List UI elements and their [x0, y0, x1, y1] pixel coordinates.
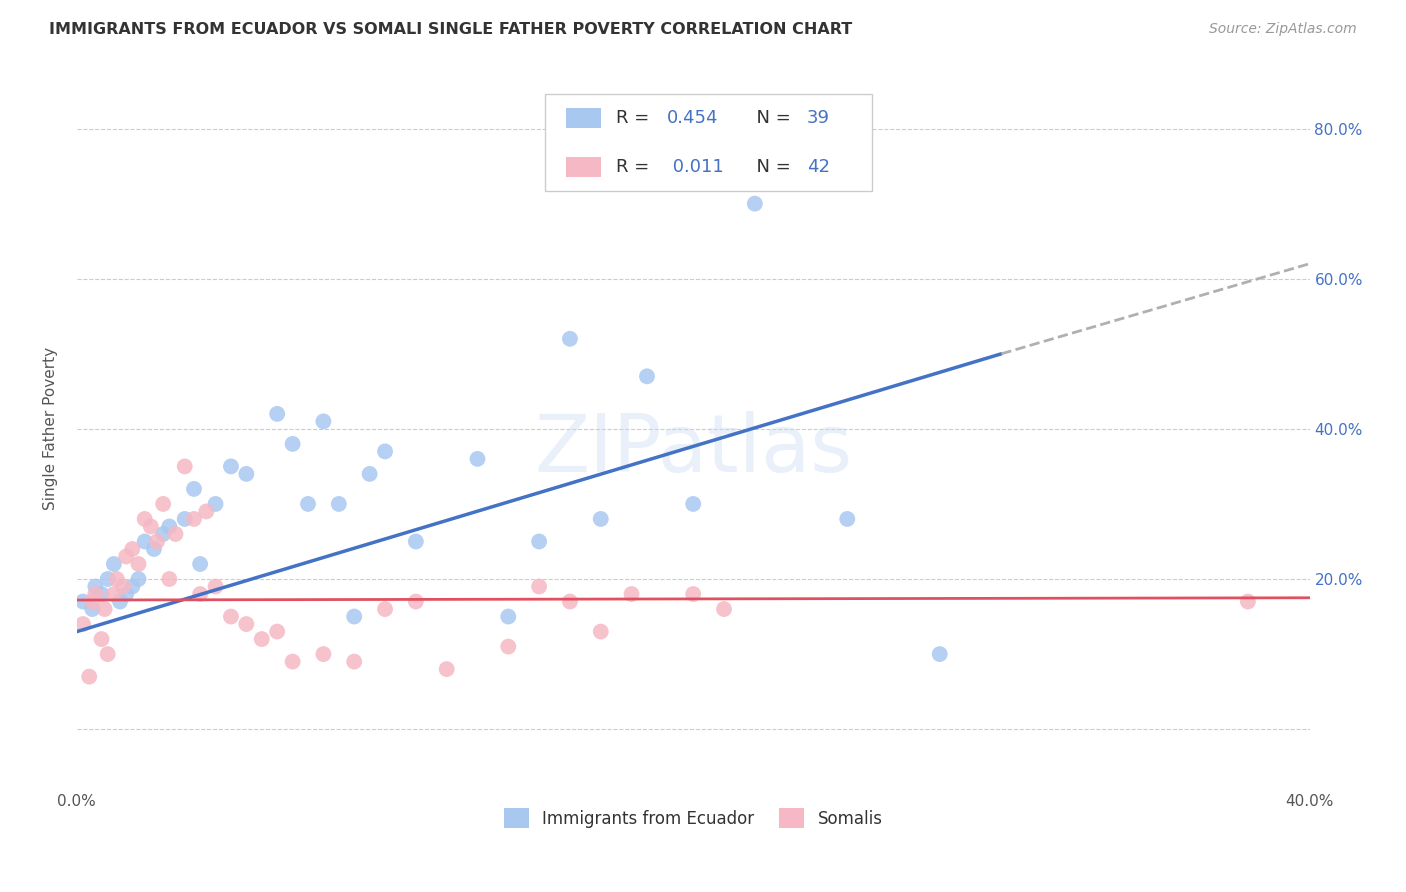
Point	[84, 580, 107, 594]
Point	[266, 624, 288, 639]
Point	[103, 587, 125, 601]
Point	[713, 602, 735, 616]
Point	[152, 497, 174, 511]
Point	[103, 557, 125, 571]
Point	[121, 580, 143, 594]
Point	[128, 557, 150, 571]
Point	[1237, 594, 1260, 608]
Point	[183, 482, 205, 496]
Point	[359, 467, 381, 481]
Text: R =: R =	[616, 158, 655, 176]
Point	[97, 647, 120, 661]
Point	[97, 572, 120, 586]
Point	[467, 451, 489, 466]
Text: ZIPatlas: ZIPatlas	[534, 411, 852, 490]
Point	[636, 369, 658, 384]
Text: 39: 39	[807, 109, 830, 127]
Point	[134, 512, 156, 526]
Text: Source: ZipAtlas.com: Source: ZipAtlas.com	[1209, 22, 1357, 37]
Point	[77, 670, 100, 684]
Point	[682, 497, 704, 511]
Point	[93, 602, 115, 616]
Legend: Immigrants from Ecuador, Somalis: Immigrants from Ecuador, Somalis	[498, 801, 889, 835]
Text: N =: N =	[745, 109, 796, 127]
Point	[173, 512, 195, 526]
Point	[146, 534, 169, 549]
Point	[157, 519, 180, 533]
Text: 0.454: 0.454	[668, 109, 718, 127]
Point	[235, 467, 257, 481]
Point	[328, 497, 350, 511]
Point	[312, 647, 335, 661]
Point	[405, 594, 427, 608]
Point	[620, 587, 643, 601]
Point	[928, 647, 950, 661]
Point	[72, 594, 94, 608]
Text: IMMIGRANTS FROM ECUADOR VS SOMALI SINGLE FATHER POVERTY CORRELATION CHART: IMMIGRANTS FROM ECUADOR VS SOMALI SINGLE…	[49, 22, 852, 37]
Point	[744, 196, 766, 211]
Point	[297, 497, 319, 511]
Point	[374, 602, 396, 616]
Point	[82, 594, 104, 608]
Point	[90, 632, 112, 646]
Point	[343, 609, 366, 624]
Point	[235, 617, 257, 632]
Bar	[567, 108, 600, 128]
Point	[115, 587, 138, 601]
Point	[498, 640, 520, 654]
Point	[498, 609, 520, 624]
Point	[195, 504, 218, 518]
Point	[82, 602, 104, 616]
Point	[312, 414, 335, 428]
Point	[108, 594, 131, 608]
Point	[134, 534, 156, 549]
Point	[589, 512, 612, 526]
Point	[266, 407, 288, 421]
Point	[527, 534, 550, 549]
FancyBboxPatch shape	[546, 94, 872, 191]
Point	[115, 549, 138, 564]
Point	[152, 527, 174, 541]
Point	[219, 459, 242, 474]
Point	[128, 572, 150, 586]
Point	[105, 572, 128, 586]
Point	[112, 580, 135, 594]
Point	[250, 632, 273, 646]
Point	[84, 587, 107, 601]
Point	[405, 534, 427, 549]
Text: 0.011: 0.011	[668, 158, 724, 176]
Point	[121, 541, 143, 556]
Text: 42: 42	[807, 158, 830, 176]
Point	[219, 609, 242, 624]
Point	[142, 541, 165, 556]
Point	[281, 655, 304, 669]
Point	[139, 519, 162, 533]
Text: N =: N =	[745, 158, 796, 176]
Point	[558, 332, 581, 346]
Point	[188, 587, 211, 601]
Point	[281, 437, 304, 451]
Point	[558, 594, 581, 608]
Point	[157, 572, 180, 586]
Point	[374, 444, 396, 458]
Point	[90, 587, 112, 601]
Point	[72, 617, 94, 632]
Point	[436, 662, 458, 676]
Point	[527, 580, 550, 594]
Point	[183, 512, 205, 526]
Point	[188, 557, 211, 571]
Point	[837, 512, 859, 526]
Point	[204, 497, 226, 511]
Y-axis label: Single Father Poverty: Single Father Poverty	[44, 347, 58, 510]
Bar	[567, 157, 600, 178]
Point	[343, 655, 366, 669]
Text: R =: R =	[616, 109, 655, 127]
Point	[173, 459, 195, 474]
Point	[165, 527, 187, 541]
Point	[682, 587, 704, 601]
Point	[589, 624, 612, 639]
Point	[204, 580, 226, 594]
